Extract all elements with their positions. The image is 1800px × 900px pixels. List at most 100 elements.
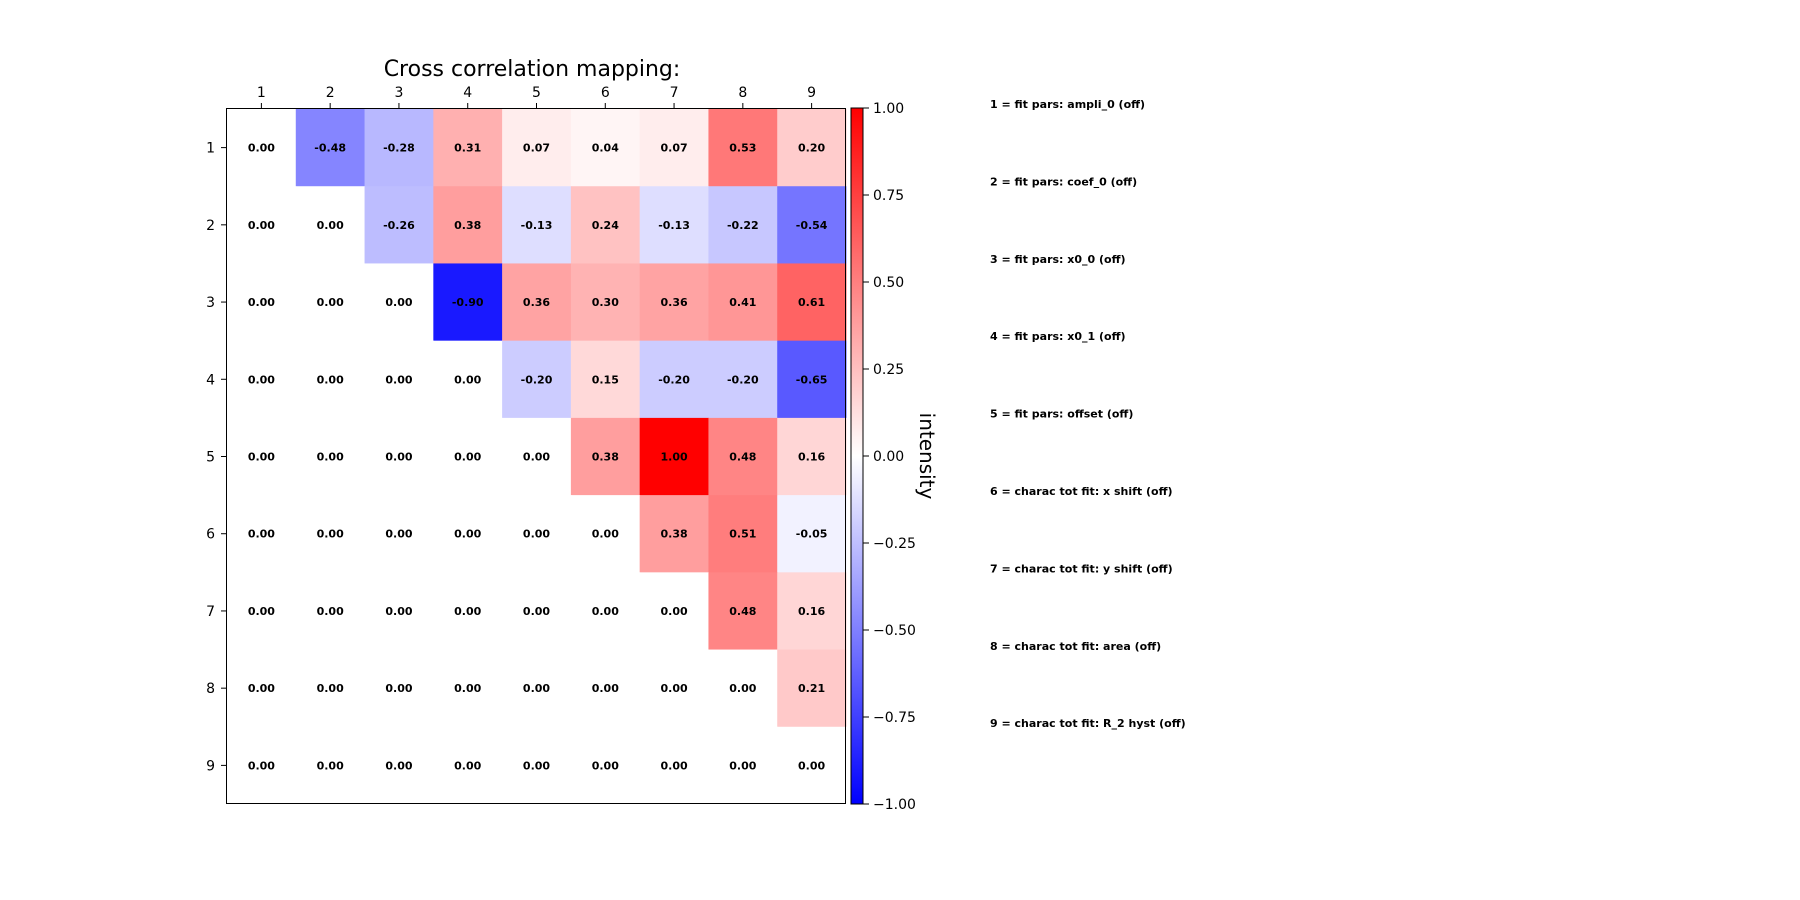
- colorbar-tick-label-4: 0.00: [873, 449, 904, 465]
- cell-value-r5-c3: 0.00: [385, 451, 412, 464]
- legend-entry-3: 3 = fit pars: x0_0 (off): [990, 253, 1126, 266]
- cell-value-r4-c1: 0.00: [248, 373, 275, 386]
- heatmap-cell-r8-c5: [502, 649, 572, 728]
- heatmap-cell-r7-c2: [295, 572, 366, 651]
- cell-value-r6-c8: 0.51: [729, 528, 756, 541]
- heatmap-cell-r5-c8: [708, 417, 778, 496]
- heatmap-cell-r6-c7: [639, 495, 709, 573]
- cell-value-r8-c3: 0.00: [385, 682, 412, 695]
- heatmap-cell-r8-c6: [570, 649, 641, 728]
- cell-value-r6-c3: 0.00: [385, 528, 412, 541]
- cell-value-r6-c5: 0.00: [523, 528, 550, 541]
- cell-value-r1-c6: 0.04: [592, 142, 619, 155]
- heatmap-cell-r4-c9: [777, 340, 847, 419]
- heatmap-cell-r7-c9: [777, 572, 847, 651]
- heatmap-cell-r2-c5: [502, 186, 572, 264]
- x-tick-label-5: 5: [532, 85, 541, 101]
- heatmap-cell-r9-c7: [639, 726, 709, 805]
- cell-value-r8-c5: 0.00: [523, 682, 550, 695]
- cell-value-r1-c4: 0.31: [454, 142, 481, 155]
- colorbar-tick-label-1: 0.75: [873, 188, 904, 204]
- cell-value-r8-c7: 0.00: [660, 682, 687, 695]
- colorbar-tick-label-2: 0.50: [873, 275, 904, 291]
- legend-entry-4: 4 = fit pars: x0_1 (off): [990, 330, 1126, 343]
- heatmap-cell-r2-c2: [295, 186, 366, 264]
- cell-value-r1-c5: 0.07: [523, 142, 550, 155]
- heatmap-cell-r3-c3: [364, 263, 434, 342]
- y-axis-ticks: 1 2 3 4 5 6 7 8 9: [206, 141, 227, 774]
- cell-value-r3-c5: 0.36: [523, 296, 550, 309]
- heatmap-cell-r1-c3: [364, 109, 434, 187]
- heatmap-cell-r3-c8: [708, 263, 778, 342]
- cell-value-r5-c5: 0.00: [523, 451, 550, 464]
- heatmap-cell-r7-c8: [708, 572, 778, 651]
- cell-value-r9-c7: 0.00: [660, 759, 687, 772]
- legend-entry-9: 9 = charac tot fit: R_2 hyst (off): [990, 717, 1186, 730]
- cell-value-r8-c4: 0.00: [454, 682, 481, 695]
- y-tick-label-4: 4: [206, 372, 215, 388]
- heatmap-cell-r9-c2: [295, 726, 366, 805]
- cell-value-r7-c9: 0.16: [798, 605, 825, 618]
- y-tick-label-5: 5: [206, 450, 215, 466]
- cell-value-r2-c7: -0.13: [658, 219, 690, 232]
- heatmap-cell-r7-c3: [364, 572, 434, 651]
- heatmap-cell-r8-c8: [708, 649, 778, 728]
- heatmap-cell-r6-c3: [364, 495, 434, 573]
- legend-entry-1: 1 = fit pars: ampli_0 (off): [990, 98, 1145, 111]
- heatmap-cell-r5-c9: [777, 417, 847, 496]
- heatmap-cell-r3-c4: [433, 263, 503, 342]
- heatmap-cell-r7-c1: [227, 572, 297, 651]
- heatmap-cell-r1-c8: [708, 109, 778, 187]
- cell-value-r5-c8: 0.48: [729, 451, 756, 464]
- x-axis-ticks: 1 2 3 4 5 6 7 8 9: [257, 85, 816, 109]
- heatmap-cell-r5-c3: [364, 417, 434, 496]
- heatmap-cell-r1-c2: [295, 109, 366, 187]
- y-tick-label-7: 7: [206, 604, 215, 620]
- x-tick-label-6: 6: [601, 85, 610, 101]
- cell-value-r5-c1: 0.00: [248, 451, 275, 464]
- heatmap-cell-r3-c9: [777, 263, 847, 342]
- legend-entry-2: 2 = fit pars: coef_0 (off): [990, 175, 1137, 188]
- cell-value-r1-c3: -0.28: [383, 142, 415, 155]
- cell-value-r3-c3: 0.00: [385, 296, 412, 309]
- legend-entry-8: 8 = charac tot fit: area (off): [990, 640, 1161, 653]
- cell-value-r6-c4: 0.00: [454, 528, 481, 541]
- cell-value-r4-c3: 0.00: [385, 373, 412, 386]
- cell-value-r4-c9: -0.65: [796, 373, 828, 386]
- cell-value-r2-c8: -0.22: [727, 219, 759, 232]
- y-tick-label-8: 8: [206, 681, 215, 697]
- heatmap-cell-r4-c8: [708, 340, 778, 419]
- heatmap-cell-r8-c2: [295, 649, 366, 728]
- heatmap-cell-r8-c7: [639, 649, 709, 728]
- cell-value-r6-c2: 0.00: [317, 528, 344, 541]
- heatmap-cell-r5-c1: [227, 417, 297, 496]
- cell-value-r2-c5: -0.13: [521, 219, 553, 232]
- cell-value-r7-c8: 0.48: [729, 605, 756, 618]
- cell-value-r3-c9: 0.61: [798, 296, 825, 309]
- heatmap-cell-r2-c7: [639, 186, 709, 264]
- cell-value-r1-c1: 0.00: [248, 142, 275, 155]
- cell-value-r7-c7: 0.00: [660, 605, 687, 618]
- cell-value-r4-c6: 0.15: [592, 373, 619, 386]
- heatmap-cell-r9-c9: [777, 726, 847, 805]
- colorbar-ticks: 1.00 0.75 0.50 0.25 0.00 −0.25 −0.50 −0.75 −1.00: [863, 101, 916, 813]
- colorbar-tick-label-7: −0.75: [873, 710, 916, 726]
- heatmap-cell-r4-c3: [364, 340, 434, 419]
- heatmap-cell-r1-c6: [570, 109, 641, 187]
- cell-value-r9-c1: 0.00: [248, 759, 275, 772]
- heatmap-cell-r2-c6: [570, 186, 641, 264]
- cell-value-r8-c8: 0.00: [729, 682, 756, 695]
- cell-value-r7-c5: 0.00: [523, 605, 550, 618]
- cell-value-r7-c1: 0.00: [248, 605, 275, 618]
- cell-value-r9-c4: 0.00: [454, 759, 481, 772]
- cell-value-r2-c1: 0.00: [248, 219, 275, 232]
- heatmap-cell-r3-c5: [502, 263, 572, 342]
- cell-value-r4-c2: 0.00: [317, 373, 344, 386]
- heatmap-cell-r1-c7: [639, 109, 709, 187]
- heatmap-cell-r9-c3: [364, 726, 434, 805]
- cell-value-r2-c2: 0.00: [317, 219, 344, 232]
- cell-value-r8-c2: 0.00: [317, 682, 344, 695]
- heatmap-cell-r5-c2: [295, 417, 366, 496]
- cell-value-r6-c9: -0.05: [796, 528, 828, 541]
